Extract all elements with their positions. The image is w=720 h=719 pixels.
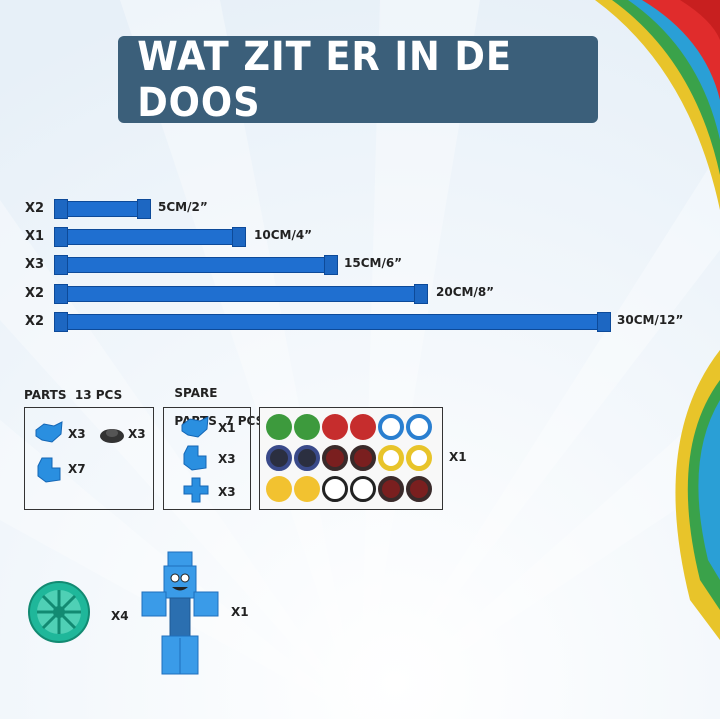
rainbow-swoosh-top [595,0,720,210]
tube-length: 15CM/6” [344,256,403,270]
wheel-icon [28,581,90,643]
tube-qty: X2 [25,314,45,329]
robot-figure-icon [141,551,219,675]
spare-qty: X3 [218,485,236,499]
eye-sticker [350,414,376,440]
eye-sticker [266,476,292,502]
eye-sticker [322,476,348,502]
page-title: WAT ZIT ER IN DE DOOS [137,33,512,126]
blue-joint-icon [183,445,207,471]
sticker-qty: X1 [449,450,467,464]
tube-15cm [54,255,338,275]
blue-cross-icon [183,477,209,503]
eye-sticker [378,445,404,471]
eye-sticker [322,414,348,440]
rainbow-swoosh-right [675,350,720,640]
blue-joint-icon [37,457,61,483]
title-banner: WAT ZIT ER IN DE DOOS [118,33,598,126]
eye-sticker [378,414,404,440]
tube-length: 10CM/4” [254,228,313,242]
eye-sticker [350,445,376,471]
eye-sticker [294,414,320,440]
eye-sticker [406,414,432,440]
eye-sticker [266,414,292,440]
tube-qty: X2 [25,201,45,216]
tube-qty: X3 [25,257,45,272]
tube-length: 20CM/8” [436,285,495,299]
tube-qty: X2 [25,286,45,301]
eye-sticker [266,445,292,471]
tube-length: 30CM/12” [617,313,684,327]
tube-20cm [54,284,428,304]
tube-qty: X1 [25,229,45,244]
tube-30cm [54,312,611,332]
blue-connector-icon [35,421,63,443]
eye-sticker [294,476,320,502]
eye-sticker [294,445,320,471]
parts-qty: X7 [68,462,86,476]
eye-sticker [378,476,404,502]
parts-qty: X3 [128,427,146,441]
tube-5cm [54,199,151,219]
spare-qty: X1 [218,421,236,435]
spare-box [163,407,251,510]
spare-label-line1: SPARE [174,386,218,400]
wheel-qty: X4 [111,609,129,623]
parts-label: PARTS 13 PCS [24,388,123,402]
eye-sticker [350,476,376,502]
tube-10cm [54,227,246,247]
eye-sticker [406,445,432,471]
tube-length: 5CM/2” [158,200,208,214]
blue-connector-icon [181,416,209,438]
parts-qty: X3 [68,427,86,441]
eye-sticker [322,445,348,471]
spare-qty: X3 [218,452,236,466]
eye-sticker [406,476,432,502]
parts-box [24,407,154,510]
black-base-icon [100,429,124,443]
robot-qty: X1 [231,605,249,619]
